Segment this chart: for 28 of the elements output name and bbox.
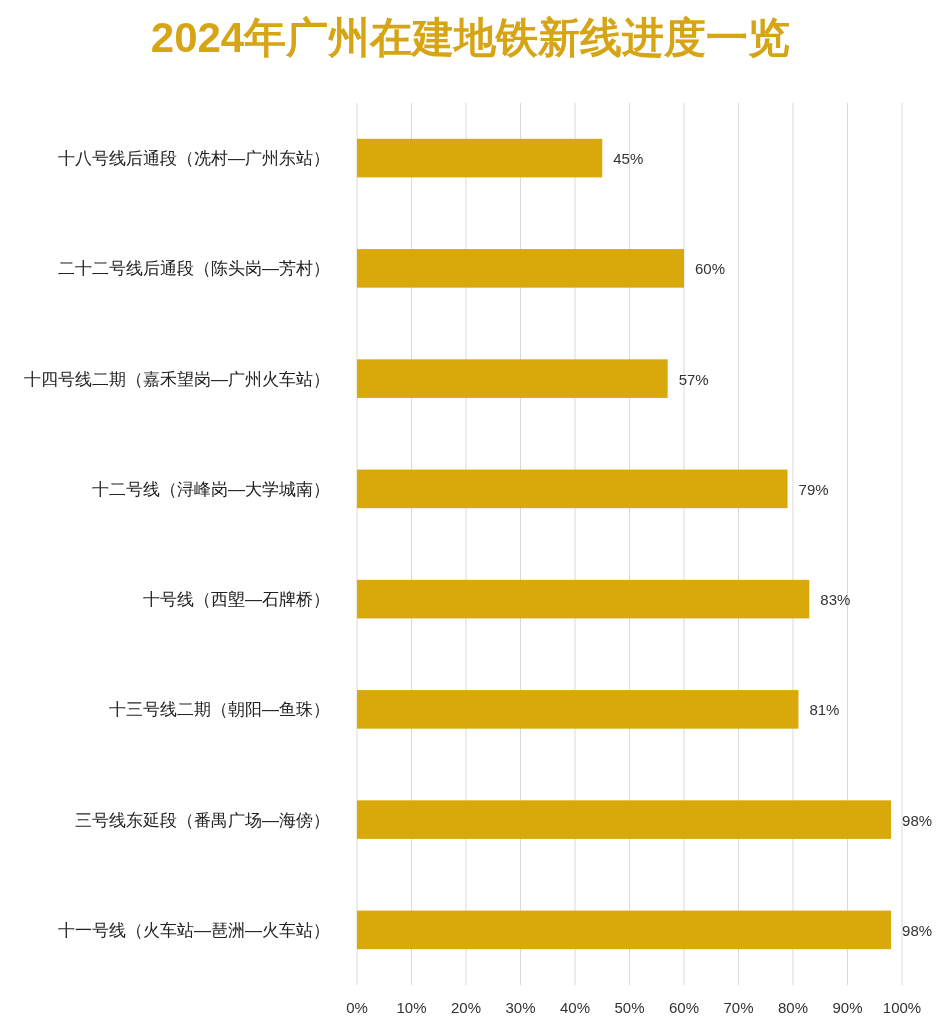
x-tick-label: 40% [560,999,590,1016]
x-tick-label: 50% [614,999,645,1016]
y-tick-label: 十三号线二期（朝阳—鱼珠） [109,700,330,720]
value-label: 60% [695,260,726,278]
x-tick-label: 100% [882,999,922,1016]
title: 2024年广州在建地铁新线进度一览 [150,14,791,61]
x-tick-label: 20% [451,999,481,1016]
x-tick-label: 70% [723,999,754,1016]
value-label: 81% [809,701,840,719]
x-tick-label: 80% [778,999,808,1016]
y-tick-label: 十二号线（浔峰岗—大学城南） [92,479,330,499]
value-label: 98% [902,811,933,829]
x-tick-label: 0% [346,999,368,1016]
x-tick-label: 10% [396,999,427,1016]
y-tick-label: 十一号线（火车站—琶洲—火车站） [58,920,330,940]
value-label: 98% [902,921,933,939]
value-label: 57% [678,370,709,388]
y-tick-label: 十号线（西塱—石牌桥） [143,590,330,610]
x-tick-label: 60% [669,999,699,1016]
x-tick-label: 90% [832,999,863,1016]
y-tick-label: 二十二号线后通段（陈头岗—芳村） [58,259,330,279]
y-tick-label: 三号线东延段（番禺广场—海傍） [75,810,330,830]
value-label: 79% [798,480,829,498]
value-label: 45% [613,150,644,168]
y-tick-label: 十八号线后通段（冼村—广州东站） [58,149,330,169]
value-label: 83% [820,591,851,609]
y-tick-label: 十四号线二期（嘉禾望岗—广州火车站） [24,369,330,389]
x-tick-label: 30% [505,999,536,1016]
